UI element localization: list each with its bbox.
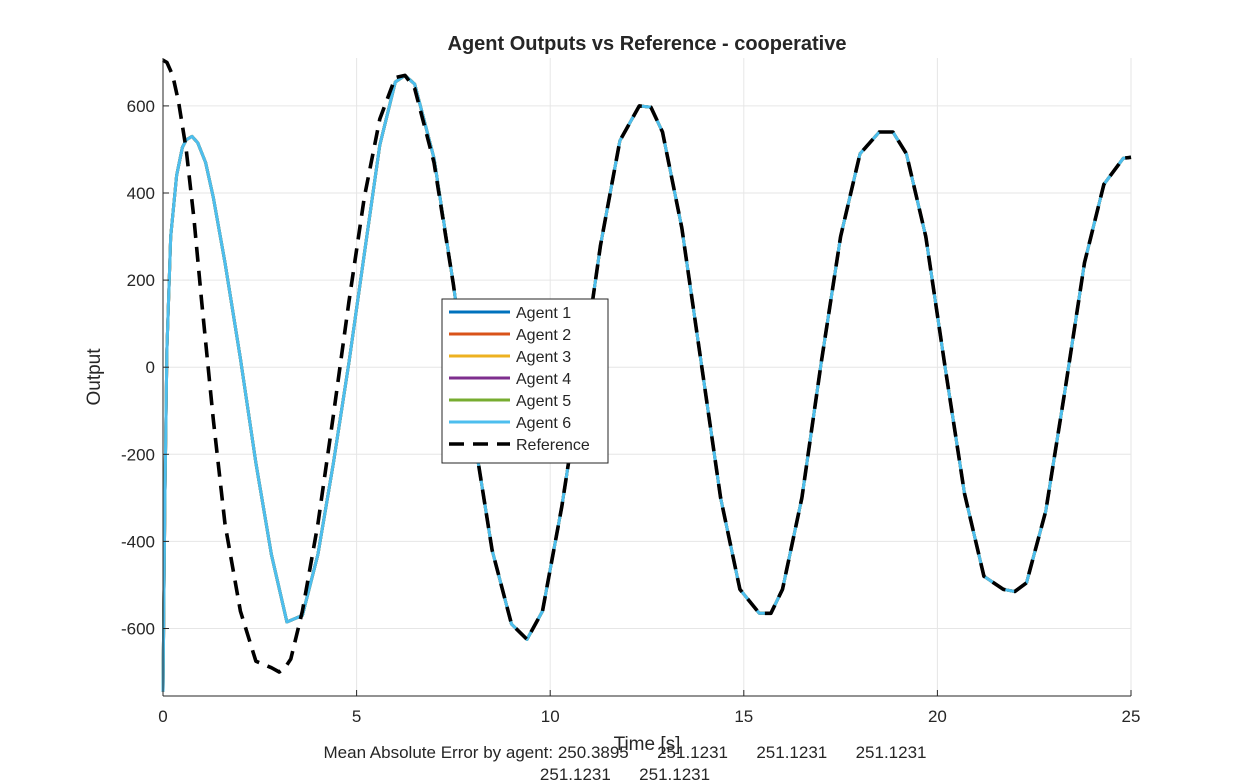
plot-area — [163, 58, 1131, 696]
x-tick-label: 15 — [734, 707, 753, 726]
mae-note-line-2: 251.1231 251.1231 — [540, 765, 710, 782]
series-reference — [162, 58, 1132, 674]
x-tick-label: 10 — [541, 707, 560, 726]
x-axis-label: Time [s] — [614, 734, 681, 755]
legend: Agent 1 Agent 2 Agent 3 Agent 4 Agent 5 Agent… — [441, 298, 609, 464]
x-tick-label: 20 — [928, 707, 947, 726]
y-tick-label: 200 — [127, 271, 155, 290]
x-tick-label: 25 — [1122, 707, 1141, 726]
x-tick-label: 5 — [352, 707, 361, 726]
y-tick-label: 600 — [127, 97, 155, 116]
legend-label: Agent 6 — [516, 415, 571, 432]
legend-label: Agent 1 — [516, 305, 571, 322]
mae-note-line-1: Mean Absolute Error by agent: 250.3895 2… — [324, 743, 927, 762]
legend-label: Reference — [516, 437, 590, 454]
x-tick-label: 0 — [158, 707, 167, 726]
legend-label: Agent 3 — [516, 349, 571, 366]
legend-label: Agent 2 — [516, 327, 571, 344]
y-axis-label: Output — [84, 348, 105, 406]
chart-title: Agent Outputs vs Reference - cooperative — [448, 33, 847, 55]
legend-box — [441, 298, 609, 464]
y-tick-label: -200 — [121, 445, 155, 464]
y-tick-label: -400 — [121, 532, 155, 551]
y-tick-label: 400 — [127, 184, 155, 203]
y-tick-label: -600 — [121, 619, 155, 638]
legend-label: Agent 5 — [516, 393, 571, 410]
axes-frame — [162, 58, 1132, 697]
legend-label: Agent 4 — [516, 371, 571, 388]
tick-labels: 0 5 10 15 20 25 -600 -400 -200 0 200 400 600 — [121, 97, 1140, 726]
y-tick-label: 0 — [146, 358, 155, 377]
